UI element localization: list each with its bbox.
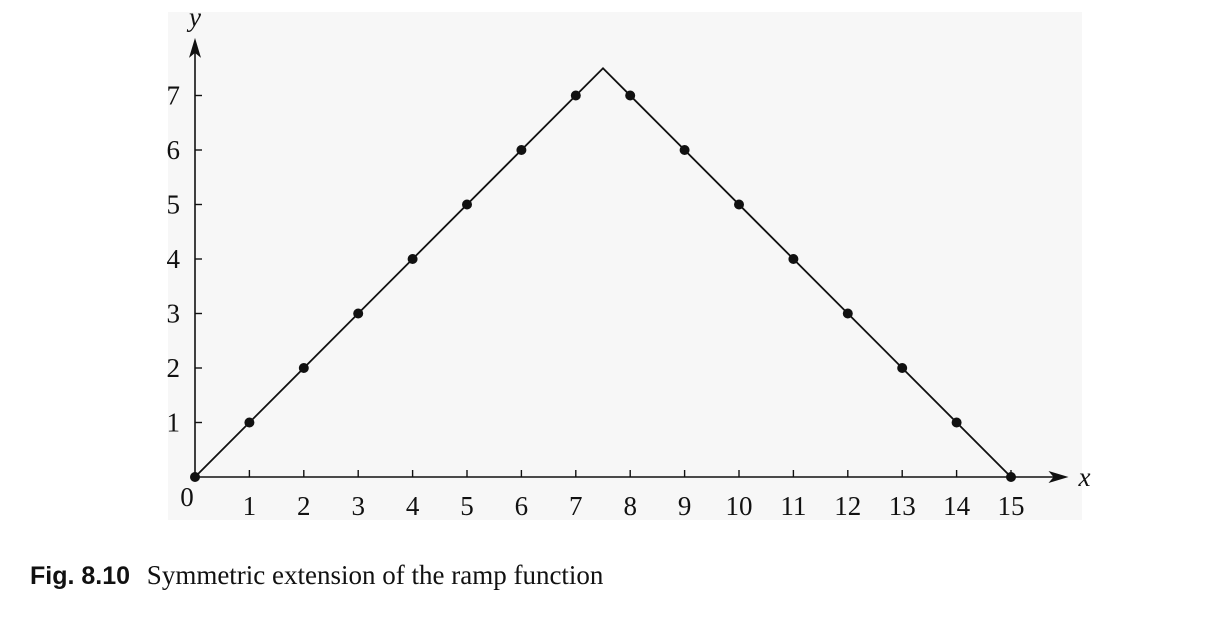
origin-label: 0	[180, 482, 194, 512]
data-point	[897, 363, 908, 373]
data-point	[625, 90, 636, 101]
y-axis-arrow	[189, 37, 201, 58]
data-point	[570, 90, 581, 101]
x-tick-label: 9	[678, 491, 692, 521]
caption-text: Symmetric extension of the ramp function	[146, 560, 604, 590]
plot-background	[168, 12, 1082, 520]
ramp-line	[194, 66, 1012, 478]
x-tick-label: 7	[569, 491, 583, 521]
data-point	[788, 254, 799, 264]
y-tick-label: 6	[167, 135, 181, 165]
x-tick-label: 13	[889, 491, 916, 521]
x-tick-label: 1	[243, 491, 257, 521]
x-axis-label: x	[1078, 462, 1091, 492]
data-point	[516, 145, 527, 155]
x-tick-label: 4	[406, 491, 420, 521]
data-point	[842, 308, 853, 319]
y-tick-label: 1	[167, 408, 181, 438]
y-tick-label: 5	[167, 190, 181, 220]
x-tick-label: 3	[351, 491, 365, 521]
data-point	[244, 417, 255, 428]
x-tick-label: 14	[943, 491, 971, 521]
data-point	[951, 417, 962, 428]
data-point	[462, 199, 472, 210]
chart-marks	[190, 66, 1016, 482]
x-tick-label: 11	[780, 491, 806, 521]
data-point	[407, 254, 418, 264]
axes	[189, 37, 1069, 483]
data-point	[298, 363, 309, 373]
data-point	[679, 145, 690, 155]
data-point	[1006, 472, 1016, 482]
x-axis-arrow	[1048, 471, 1069, 483]
data-point	[353, 308, 364, 319]
y-tick-label: 2	[167, 353, 181, 383]
data-point	[190, 472, 200, 482]
data-point	[734, 199, 744, 210]
y-tick-label: 7	[167, 81, 181, 111]
x-tick-label: 6	[515, 491, 529, 521]
y-tick-label: 3	[167, 299, 181, 329]
figure-caption: Fig. 8.10 Symmetric extension of the ram…	[30, 560, 603, 591]
x-tick-label: 10	[726, 491, 753, 521]
x-tick-label: 5	[460, 491, 474, 521]
y-axis-label: y	[186, 2, 201, 32]
y-tick-label: 4	[167, 244, 181, 274]
x-tick-label: 12	[834, 491, 861, 521]
x-tick-label: 2	[297, 491, 311, 521]
x-tick-label: 8	[623, 491, 637, 521]
x-tick-label: 15	[998, 491, 1025, 521]
figure-number: Fig. 8.10	[30, 562, 131, 590]
